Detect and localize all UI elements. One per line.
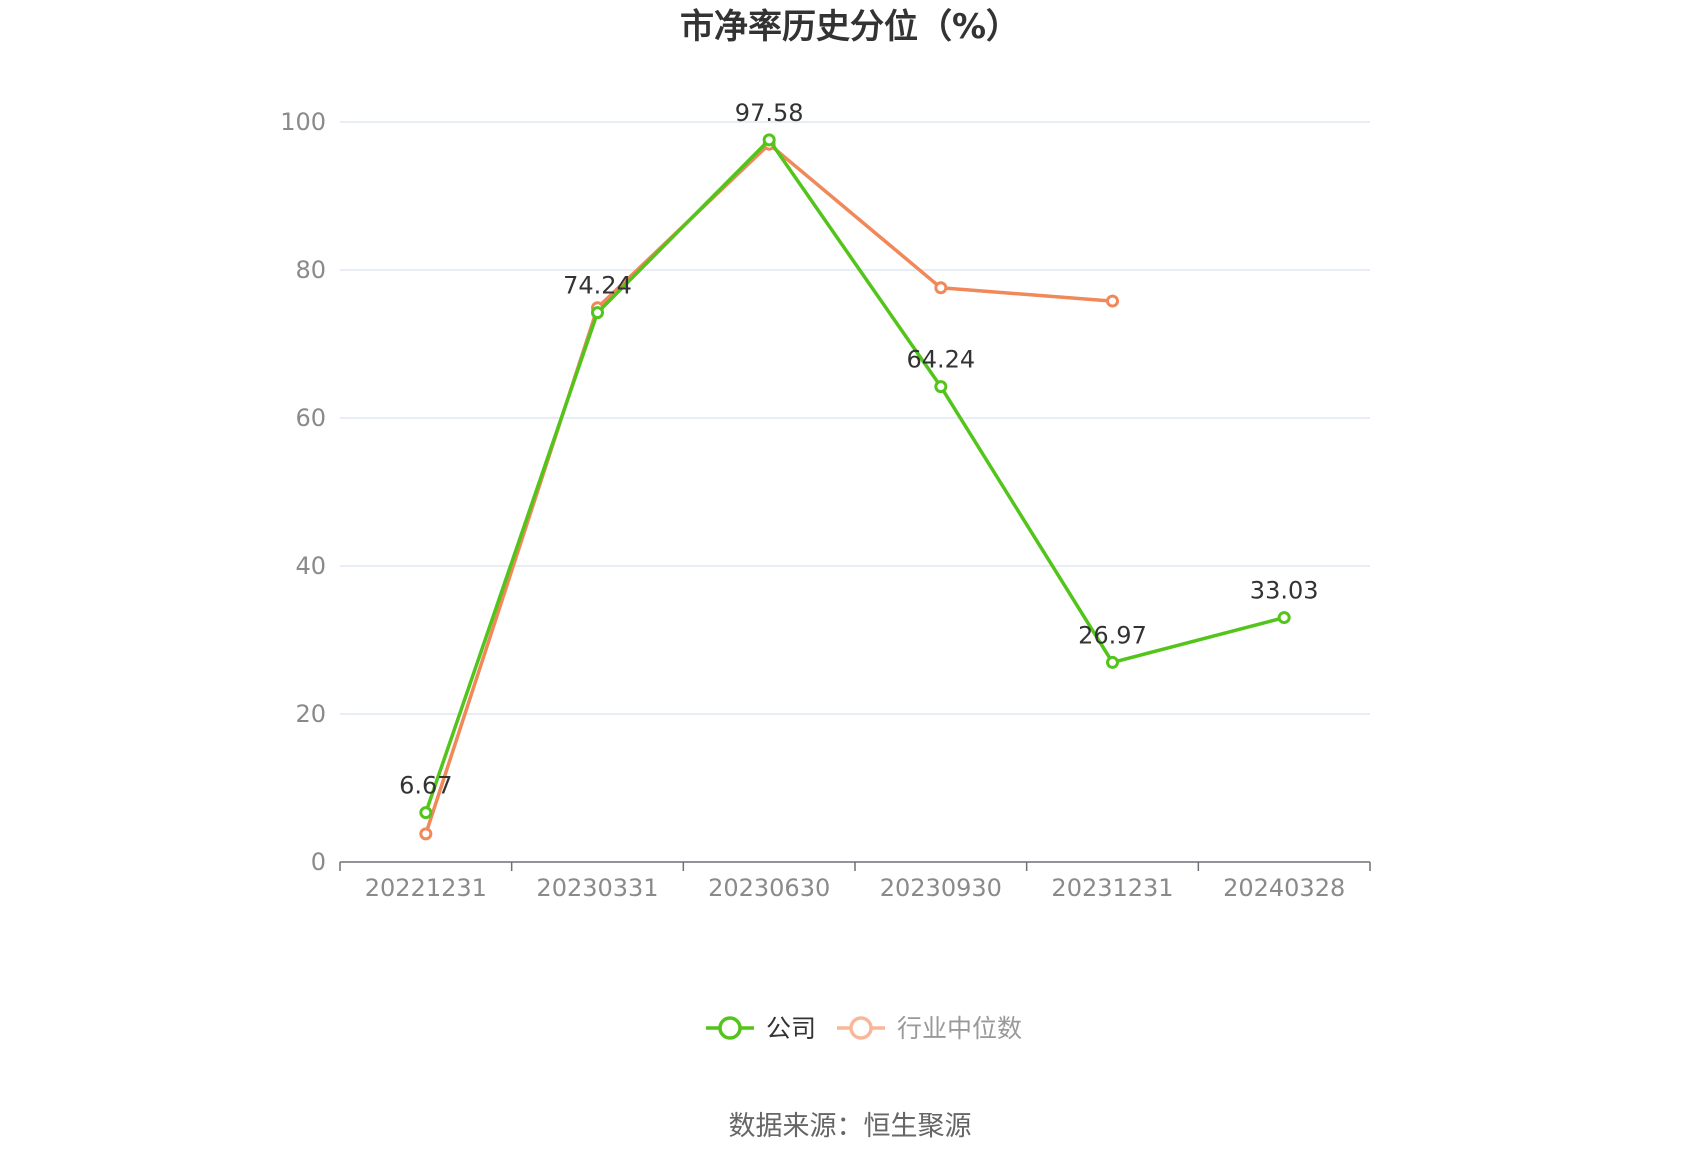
- x-axis: 20221231 20230331 20230630 20230930 20231231…: [339, 861, 1371, 902]
- legend-label: 行业中位数: [897, 1014, 1022, 1043]
- data-point: [934, 281, 948, 295]
- data-label: 74.24: [563, 272, 632, 300]
- data-label: 6.67: [399, 772, 452, 800]
- y-axis: 0 20 40 60 80 100: [280, 108, 326, 876]
- data-point: [1106, 294, 1119, 308]
- data-label: 97.58: [735, 99, 804, 127]
- data-label: 64.24: [906, 346, 975, 374]
- y-tick-label: 40: [295, 552, 326, 580]
- y-tick-label: 80: [295, 256, 326, 284]
- series-line-0: [424, 138, 1285, 814]
- y-tick-label: 20: [295, 700, 326, 728]
- data-point: [934, 380, 948, 394]
- source-text: 数据来源：恒生聚源: [729, 1111, 972, 1142]
- x-tick-label: 20230331: [536, 874, 658, 902]
- data-label: 26.97: [1078, 621, 1147, 649]
- legend-label: 公司: [766, 1014, 816, 1043]
- x-tick-label: 20240328: [1223, 874, 1345, 902]
- x-tick-label: 20230930: [880, 874, 1002, 902]
- y-tick-label: 100: [280, 108, 326, 136]
- chart-title: 市净率历史分位（%）: [680, 7, 1020, 47]
- data-point: [1106, 655, 1119, 669]
- x-tick-label: 20230630: [708, 874, 830, 902]
- legend-item-1[interactable]: 行业中位数: [837, 1014, 1022, 1043]
- legend-marker: [849, 1016, 873, 1040]
- data-point: [1277, 611, 1291, 625]
- series-line-1: [424, 142, 1113, 835]
- data-point: [591, 306, 604, 320]
- data-label: 33.03: [1250, 577, 1319, 605]
- x-tick-label: 20231231: [1051, 874, 1173, 902]
- data-point: [419, 827, 433, 841]
- data-point: [419, 806, 433, 820]
- legend-marker: [718, 1016, 742, 1040]
- y-tick-label: 0: [311, 848, 326, 876]
- data-point: [762, 133, 776, 147]
- legend-item-0[interactable]: 公司: [706, 1014, 816, 1043]
- x-tick-label: 20221231: [365, 874, 487, 902]
- data-labels: 6.67 74.24 97.58 64.24 26.97 33.03: [399, 99, 1318, 800]
- legend[interactable]: 公司 行业中位数: [706, 1014, 1022, 1043]
- series-group: [419, 133, 1291, 841]
- y-tick-label: 60: [295, 404, 326, 432]
